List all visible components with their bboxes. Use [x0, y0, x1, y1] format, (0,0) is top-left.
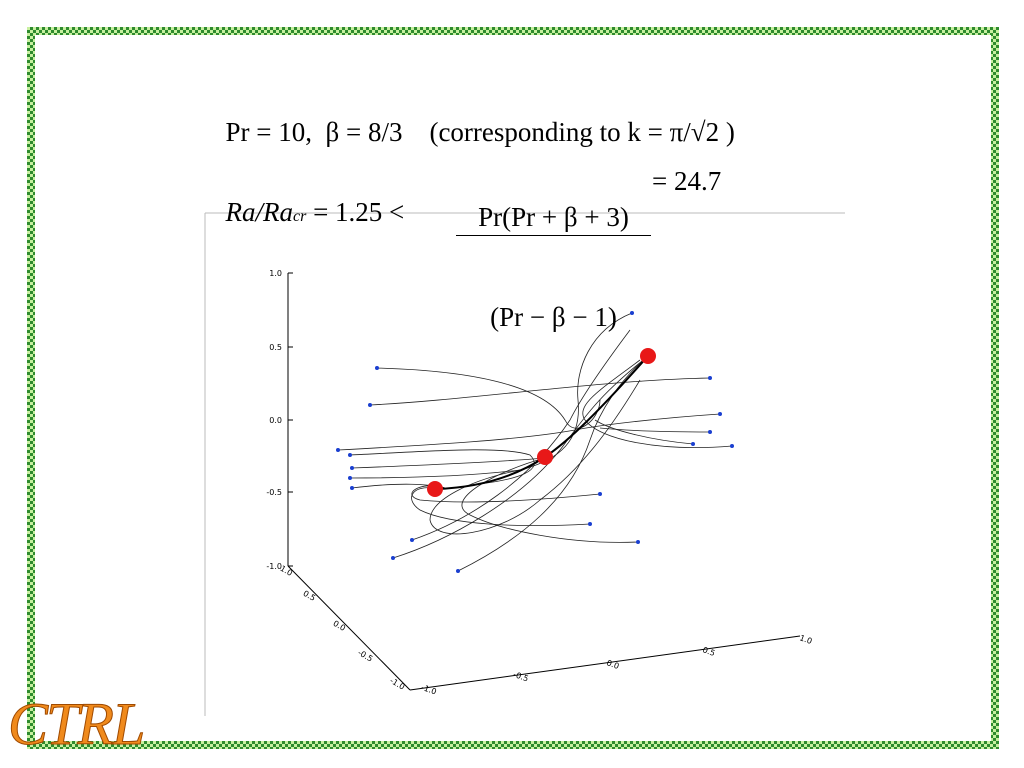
numerator: Pr(Pr + β + 3) [456, 202, 651, 236]
z-tick-label: 0.0 [269, 416, 282, 425]
fraction: Pr(Pr + β + 3) (Pr − β − 1) [456, 140, 651, 364]
y-tick-label: 0.5 [301, 589, 317, 603]
x-tick-label: 0.0 [605, 658, 620, 671]
x-tick-label: 0.5 [701, 645, 716, 658]
z-tick-label: 1.0 [269, 269, 282, 278]
z-tick-label: -1.0 [266, 562, 282, 571]
denominator: (Pr − β − 1) [490, 302, 617, 332]
note: (corresponding to k = π/√2 ) [429, 117, 735, 147]
plot-frame [204, 212, 845, 716]
bold-trajectory [434, 355, 649, 490]
result: = 24.7 [652, 166, 722, 196]
z-tick-label: 0.5 [269, 343, 282, 352]
equation-line-1: Pr = 10, β = 8/3 (corresponding to k = π… [212, 86, 735, 148]
trajectories [337, 312, 733, 572]
y-tick-label: -1.0 [388, 676, 406, 692]
x-tick-label: 1.0 [798, 633, 813, 646]
ratio: Ra/Ra [225, 197, 294, 227]
logo: CTRL [7, 691, 145, 758]
z-tick-label: -0.5 [266, 488, 282, 497]
start-points [336, 311, 734, 573]
fixed-points [427, 348, 656, 497]
relation: = 1.25 < [313, 197, 405, 227]
equation-line-2-lhs: Ra/Racr = 1.25 < [212, 166, 405, 228]
ratio-subscript: cr [293, 208, 307, 225]
y-tick-label: 0.0 [331, 619, 347, 633]
x-tick-label: -0.5 [512, 670, 530, 684]
x-tick-label: -1.0 [420, 683, 438, 697]
parameters: Pr = 10, β = 8/3 [225, 117, 403, 147]
